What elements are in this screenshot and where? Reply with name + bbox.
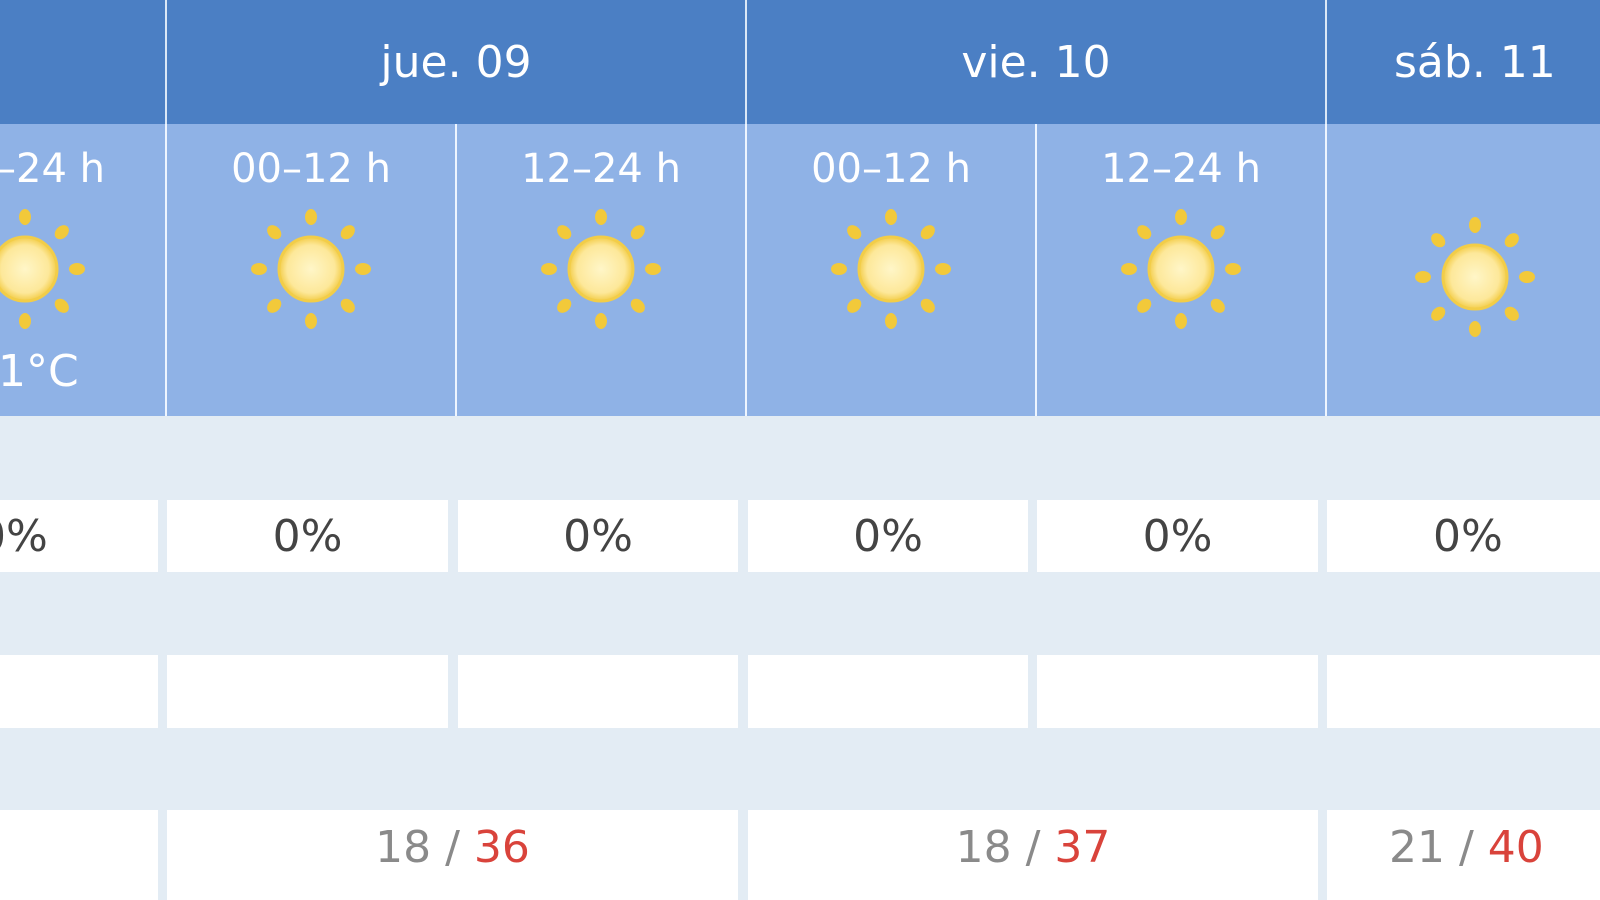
period-label: 12–24 h — [521, 146, 681, 192]
separator: / — [1011, 822, 1055, 873]
day-label: vie. 10 — [961, 36, 1111, 88]
day-header: vie. 10 — [747, 0, 1327, 124]
period-label: 12–24 h — [1101, 146, 1261, 192]
temp-cell — [0, 810, 158, 900]
period-label: 00–12 h — [811, 146, 971, 192]
empty-cell — [167, 655, 448, 728]
precip-cell: 0% — [167, 500, 448, 572]
period-column: –24 h 1°C — [0, 124, 167, 416]
sun-icon — [0, 209, 85, 329]
day-header: sáb. 11 — [1327, 0, 1600, 124]
sun-icon — [541, 209, 661, 329]
empty-cell — [0, 655, 158, 728]
day-label: jue. 09 — [380, 36, 532, 88]
separator: / — [431, 822, 474, 873]
precip-value: 0% — [272, 510, 343, 562]
precip-cell: 0% — [748, 500, 1028, 572]
precip-cell: 0% — [1327, 500, 1600, 572]
max-temperature: 37 — [1054, 822, 1111, 873]
period-label: 00–12 h — [231, 146, 391, 192]
precip-cell: 0% — [0, 500, 158, 572]
precip-value: 0% — [853, 510, 923, 562]
min-temperature: 18 — [955, 822, 1012, 873]
period-column: 12–24 h — [457, 124, 747, 416]
sun-icon — [1415, 217, 1535, 337]
sun-icon — [831, 209, 951, 329]
min-temperature: 21 — [1389, 822, 1445, 873]
precip-cell: 0% — [458, 500, 738, 572]
max-temperature: 36 — [473, 822, 530, 873]
separator: / — [1445, 822, 1488, 873]
day-label: sáb. 11 — [1394, 36, 1556, 88]
empty-cell — [458, 655, 738, 728]
period-column: 12–24 h — [1037, 124, 1327, 416]
day-header-previous — [0, 0, 167, 124]
precip-value: 0% — [1142, 510, 1213, 562]
max-temperature: 40 — [1487, 822, 1544, 873]
precip-cell: 0% — [1037, 500, 1318, 572]
precip-value: 0% — [1433, 510, 1503, 562]
sun-icon — [1121, 209, 1241, 329]
precip-value: 0% — [563, 510, 633, 562]
period-column: 00–12 h — [167, 124, 457, 416]
empty-cell — [1327, 655, 1600, 728]
sun-icon — [251, 209, 371, 329]
min-temperature: 18 — [375, 822, 432, 873]
period-column — [1327, 124, 1600, 416]
period-label: –24 h — [0, 146, 105, 192]
precip-value: 0% — [0, 510, 48, 562]
temp-cell: 18 / 36 — [167, 810, 738, 900]
empty-cell — [748, 655, 1028, 728]
period-column: 00–12 h — [747, 124, 1037, 416]
period-temperature: 1°C — [0, 346, 79, 397]
empty-cell — [1037, 655, 1318, 728]
temp-cell: 21 / 40 — [1327, 810, 1600, 900]
day-header: jue. 09 — [167, 0, 747, 124]
temp-cell: 18 / 37 — [748, 810, 1318, 900]
